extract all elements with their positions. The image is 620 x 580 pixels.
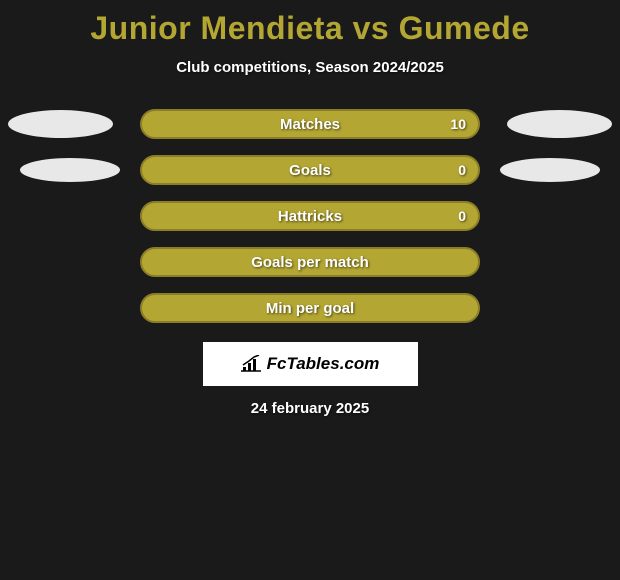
logo-text: FcTables.com — [267, 354, 380, 374]
stat-bar: Hattricks 0 — [140, 201, 480, 231]
snapshot-date: 24 february 2025 — [0, 400, 620, 417]
stat-label: Goals per match — [251, 254, 369, 271]
stat-bar: Min per goal — [140, 293, 480, 323]
stat-bar: Matches 10 — [140, 109, 480, 139]
logo: FcTables.com — [241, 354, 380, 374]
player-right-ellipse — [507, 110, 612, 138]
stat-label: Goals — [289, 162, 331, 179]
stat-row-goals-per-match: Goals per match — [0, 246, 620, 278]
stat-row-hattricks: Hattricks 0 — [0, 200, 620, 232]
comparison-subtitle: Club competitions, Season 2024/2025 — [0, 59, 620, 76]
comparison-title: Junior Mendieta vs Gumede — [0, 0, 620, 47]
logo-box: FcTables.com — [203, 342, 418, 386]
stat-row-min-per-goal: Min per goal — [0, 292, 620, 324]
stat-row-goals: Goals 0 — [0, 154, 620, 186]
stat-value: 0 — [458, 162, 466, 178]
stat-label: Min per goal — [266, 300, 354, 317]
stat-label: Hattricks — [278, 208, 342, 225]
chart-icon — [241, 355, 263, 373]
stat-bar: Goals per match — [140, 247, 480, 277]
stat-bar: Goals 0 — [140, 155, 480, 185]
player-left-ellipse — [8, 110, 113, 138]
player-right-ellipse — [500, 158, 600, 182]
stats-container: Matches 10 Goals 0 Hattricks 0 Goals per… — [0, 108, 620, 324]
stat-value: 0 — [458, 208, 466, 224]
player-left-ellipse — [20, 158, 120, 182]
stat-value: 10 — [450, 116, 466, 132]
stat-row-matches: Matches 10 — [0, 108, 620, 140]
stat-label: Matches — [280, 116, 340, 133]
